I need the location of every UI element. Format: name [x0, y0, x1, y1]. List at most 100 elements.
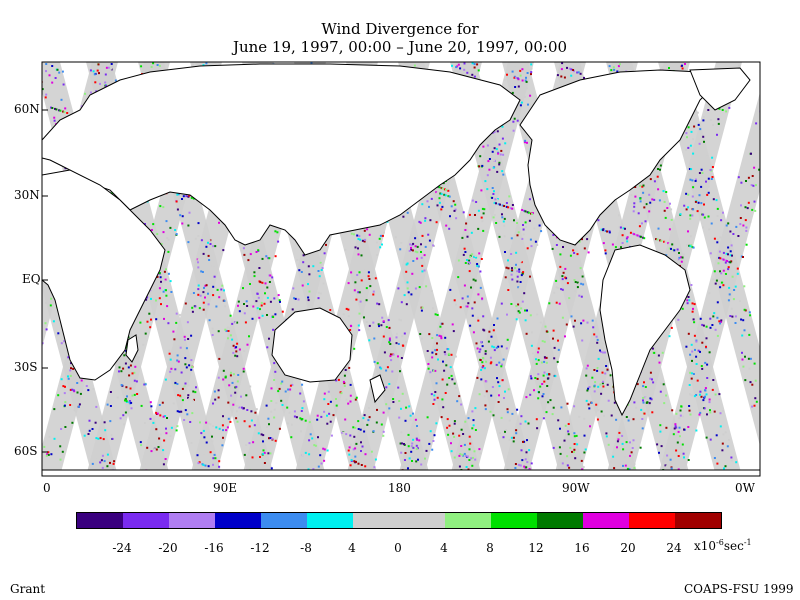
divergence-pixel — [747, 357, 750, 360]
divergence-pixel — [53, 119, 56, 122]
divergence-pixel — [217, 330, 220, 333]
divergence-pixel — [460, 445, 463, 447]
divergence-pixel — [403, 332, 406, 335]
divergence-pixel — [687, 426, 690, 428]
divergence-pixel — [56, 68, 59, 71]
divergence-pixel — [259, 308, 261, 311]
divergence-pixel — [466, 305, 469, 308]
divergence-pixel — [432, 244, 435, 247]
divergence-pixel — [722, 258, 725, 261]
divergence-pixel — [493, 131, 496, 134]
divergence-pixel — [398, 400, 401, 402]
divergence-pixel — [308, 453, 311, 456]
divergence-pixel — [14, 377, 16, 379]
divergence-pixel — [439, 353, 442, 356]
divergence-pixel — [311, 437, 314, 440]
divergence-pixel — [27, 158, 29, 160]
divergence-pixel — [737, 64, 740, 67]
divergence-pixel — [703, 216, 706, 219]
divergence-pixel — [368, 278, 371, 280]
divergence-pixel — [646, 401, 649, 404]
divergence-pixel — [692, 246, 695, 249]
divergence-pixel — [560, 75, 563, 78]
divergence-pixel — [357, 291, 360, 294]
divergence-pixel — [675, 449, 678, 452]
divergence-pixel — [670, 247, 672, 250]
divergence-pixel — [514, 65, 517, 68]
lat-ticks — [42, 109, 48, 453]
divergence-pixel — [490, 394, 493, 397]
divergence-pixel — [719, 270, 721, 273]
divergence-pixel — [14, 95, 16, 97]
divergence-pixel — [175, 321, 178, 324]
divergence-pixel — [347, 282, 350, 285]
divergence-pixel — [563, 76, 566, 79]
divergence-pixel — [552, 337, 554, 340]
divergence-pixel — [97, 63, 100, 66]
divergence-pixel — [398, 318, 401, 321]
divergence-pixel — [719, 322, 721, 325]
divergence-pixel — [515, 251, 518, 254]
divergence-pixel — [730, 244, 733, 247]
divergence-pixel — [184, 386, 187, 389]
divergence-pixel — [166, 305, 169, 308]
divergence-pixel — [27, 382, 29, 384]
divergence-pixel — [158, 404, 161, 406]
divergence-pixel — [480, 216, 483, 219]
divergence-pixel — [534, 240, 537, 243]
divergence-pixel — [146, 320, 149, 323]
divergence-pixel — [688, 384, 691, 386]
divergence-pixel — [181, 387, 184, 390]
divergence-pixel — [658, 199, 661, 202]
divergence-pixel — [697, 123, 700, 126]
divergence-pixel — [517, 231, 520, 234]
divergence-pixel — [556, 360, 559, 363]
divergence-pixel — [335, 398, 337, 400]
divergence-pixel — [383, 351, 386, 354]
divergence-pixel — [185, 195, 188, 198]
divergence-pixel — [567, 433, 570, 436]
divergence-pixel — [6, 438, 8, 440]
divergence-pixel — [519, 464, 522, 467]
divergence-pixel — [476, 376, 479, 379]
divergence-pixel — [401, 335, 404, 338]
divergence-pixel — [27, 161, 29, 163]
divergence-pixel — [3, 109, 5, 111]
divergence-pixel — [363, 316, 365, 319]
divergence-pixel — [567, 430, 570, 433]
divergence-pixel — [753, 362, 756, 365]
divergence-pixel — [450, 450, 453, 453]
divergence-pixel — [519, 422, 522, 425]
divergence-pixel — [268, 337, 270, 340]
divergence-pixel — [50, 106, 52, 109]
divergence-pixel — [525, 87, 528, 90]
divergence-pixel — [257, 432, 260, 435]
divergence-pixel — [249, 283, 251, 285]
divergence-pixel — [542, 374, 545, 377]
divergence-pixel — [455, 66, 458, 69]
divergence-pixel — [214, 245, 217, 248]
divergence-pixel — [630, 451, 633, 454]
divergence-pixel — [152, 62, 155, 65]
divergence-pixel — [610, 414, 613, 417]
divergence-pixel — [552, 406, 555, 409]
divergence-pixel — [513, 219, 515, 222]
divergence-pixel — [273, 297, 276, 300]
divergence-pixel — [4, 69, 6, 71]
divergence-pixel — [184, 302, 187, 305]
divergence-pixel — [649, 178, 652, 181]
divergence-pixel — [150, 450, 153, 453]
divergence-pixel — [780, 91, 782, 93]
divergence-pixel — [664, 216, 667, 219]
divergence-pixel — [605, 365, 608, 367]
divergence-pixel — [507, 289, 510, 291]
divergence-pixel — [496, 377, 498, 380]
divergence-pixel — [777, 70, 779, 72]
divergence-pixel — [181, 215, 184, 218]
divergence-pixel — [159, 433, 162, 436]
divergence-pixel — [663, 240, 666, 243]
divergence-pixel — [497, 345, 500, 348]
divergence-pixel — [327, 390, 330, 393]
divergence-pixel — [122, 414, 125, 417]
divergence-pixel — [744, 206, 747, 209]
